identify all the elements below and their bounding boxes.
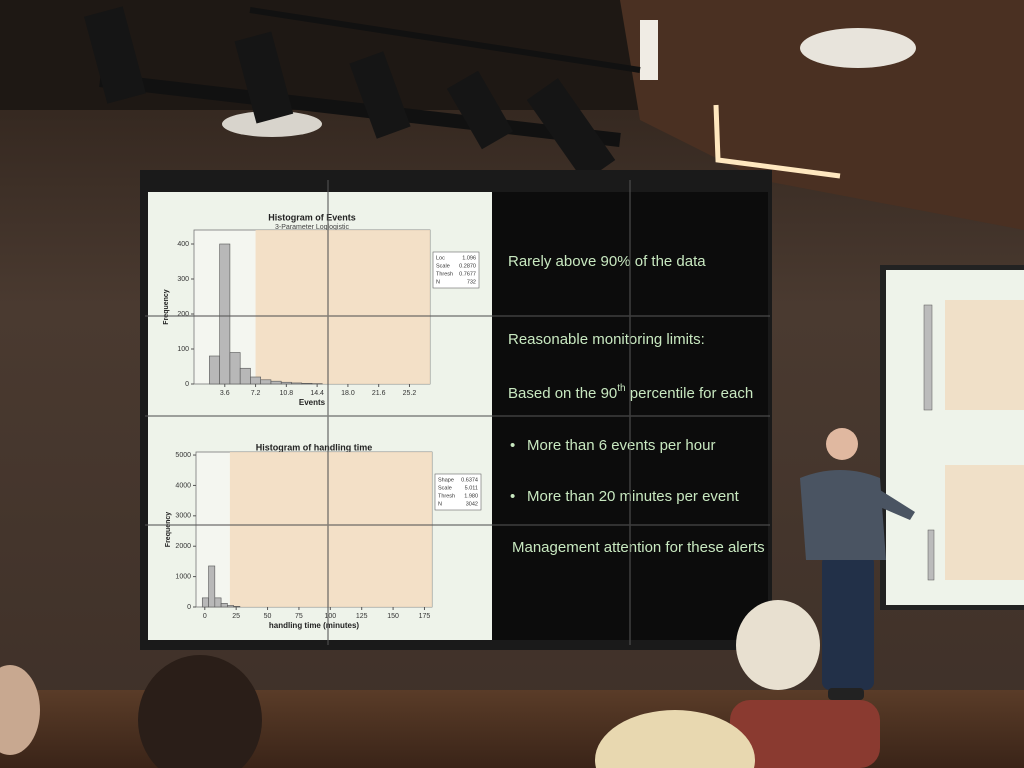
statistic-value: 5.011 <box>465 485 478 491</box>
truss <box>249 7 641 73</box>
stage-lights <box>84 6 616 182</box>
basis-text: percentile for each <box>626 385 754 402</box>
y-tick-label: 300 <box>177 276 189 283</box>
chart-title: Histogram of handling time <box>256 442 373 452</box>
histogram-bar <box>220 603 228 608</box>
x-tick-label: 14.4 <box>310 390 324 397</box>
x-tick-label: 18.0 <box>341 390 355 397</box>
x-tick-label: 50 <box>264 613 272 620</box>
y-axis-label: Frequency <box>165 512 172 548</box>
histogram-bar <box>250 376 261 385</box>
statistic-name: N <box>436 279 440 285</box>
ceiling-wood <box>620 0 1024 230</box>
statistic-value: 1.096 <box>462 255 476 261</box>
slide-subheading: Reasonable monitoring limits: <box>508 331 705 348</box>
histogram-bar <box>208 565 216 608</box>
basis-superscript: th <box>617 383 625 394</box>
bullet: More than 20 minutes per event <box>527 488 740 505</box>
charts: Histogram of Events 3-Parameter Loglogist… <box>163 212 482 630</box>
statistic-name: Thresh <box>436 271 453 277</box>
histogram-bar <box>219 243 231 385</box>
x-tick-label: 10.8 <box>280 390 294 397</box>
y-tick-label: 5000 <box>175 452 191 459</box>
slide-heading: Rarely above 90% of the data <box>508 253 706 270</box>
light-fixture <box>640 20 658 80</box>
statistic-name: Scale <box>436 263 450 269</box>
statistic-value: 0.7677 <box>459 271 476 277</box>
y-tick-label: 400 <box>177 241 189 248</box>
statistic-name: N <box>438 501 442 507</box>
slide-closing: Management attention for these alerts <box>512 539 765 556</box>
histogram-bar <box>214 597 222 608</box>
x-tick-label: 125 <box>356 613 368 620</box>
shaded-region <box>229 452 432 607</box>
histogram-bar <box>270 380 282 385</box>
statistic-value: 1.980 <box>464 493 478 499</box>
bullet-marker: • <box>510 488 515 505</box>
statistics-box <box>432 251 480 289</box>
bullet: More than 6 events per hour <box>527 437 715 454</box>
x-axis-label: Events <box>299 398 326 407</box>
vent <box>800 28 916 68</box>
y-tick-label: 200 <box>177 311 189 318</box>
side-screen-shade <box>945 300 1024 410</box>
y-tick-label: 100 <box>177 346 189 353</box>
histogram-bar <box>280 381 292 385</box>
audience <box>0 600 880 768</box>
statistic-name: Scale <box>438 485 452 491</box>
bullet-marker: • <box>510 437 515 454</box>
statistic-value: 0.6374 <box>461 477 478 483</box>
statistic-value: 3042 <box>466 501 478 507</box>
presenter <box>800 428 915 700</box>
x-tick-label: 3.6 <box>220 390 230 397</box>
histogram-bar <box>209 355 220 385</box>
shaded-region <box>255 230 430 384</box>
y-tick-label: 0 <box>185 381 189 388</box>
statistic-name: Shape <box>438 477 454 483</box>
histogram-bar <box>229 352 241 385</box>
histogram-bar <box>239 367 251 385</box>
histogram-bar <box>233 606 241 608</box>
statistic-name: Loc <box>436 255 445 261</box>
chart-subtitle: 3-Parameter Loglogistic <box>275 224 349 231</box>
x-tick-label: 100 <box>324 613 336 620</box>
x-axis-label: handling time (minutes) <box>269 621 360 630</box>
histogram-bar <box>301 382 313 385</box>
y-tick-label: 4000 <box>175 482 191 489</box>
x-tick-label: 150 <box>387 613 399 620</box>
side-screen-bar <box>927 529 935 581</box>
x-tick-label: 25.2 <box>403 390 417 397</box>
statistic-value: 732 <box>467 279 476 285</box>
y-tick-label: 0 <box>187 604 191 611</box>
screen-seams <box>145 180 770 645</box>
statistics-box <box>434 473 482 511</box>
vent <box>222 111 322 137</box>
histogram-bar <box>227 605 234 608</box>
x-tick-label: 21.6 <box>372 390 386 397</box>
y-axis-label: Frequency <box>163 289 170 325</box>
x-tick-label: 75 <box>295 613 303 620</box>
statistic-name: Thresh <box>438 493 455 499</box>
statistic-value: 0.2870 <box>459 263 476 269</box>
x-tick-label: 0 <box>203 613 207 620</box>
histogram-bar <box>201 597 209 608</box>
side-screen-shade <box>945 465 1024 580</box>
x-tick-label: 175 <box>419 613 431 620</box>
y-tick-label: 1000 <box>175 573 191 580</box>
histogram-bar <box>260 379 272 385</box>
truss <box>99 73 621 147</box>
side-screen-bar <box>923 304 933 411</box>
y-tick-label: 3000 <box>175 513 191 520</box>
slide-basis: Based on the 90th percentile for each <box>508 383 753 402</box>
x-tick-label: 7.2 <box>251 390 261 397</box>
histogram-bar <box>291 382 303 385</box>
y-tick-label: 2000 <box>175 543 191 550</box>
ceiling-light <box>713 104 841 179</box>
x-tick-label: 25 <box>232 613 240 620</box>
chart-title: Histogram of Events <box>268 212 356 222</box>
basis-text: Based on the 90 <box>508 385 617 402</box>
